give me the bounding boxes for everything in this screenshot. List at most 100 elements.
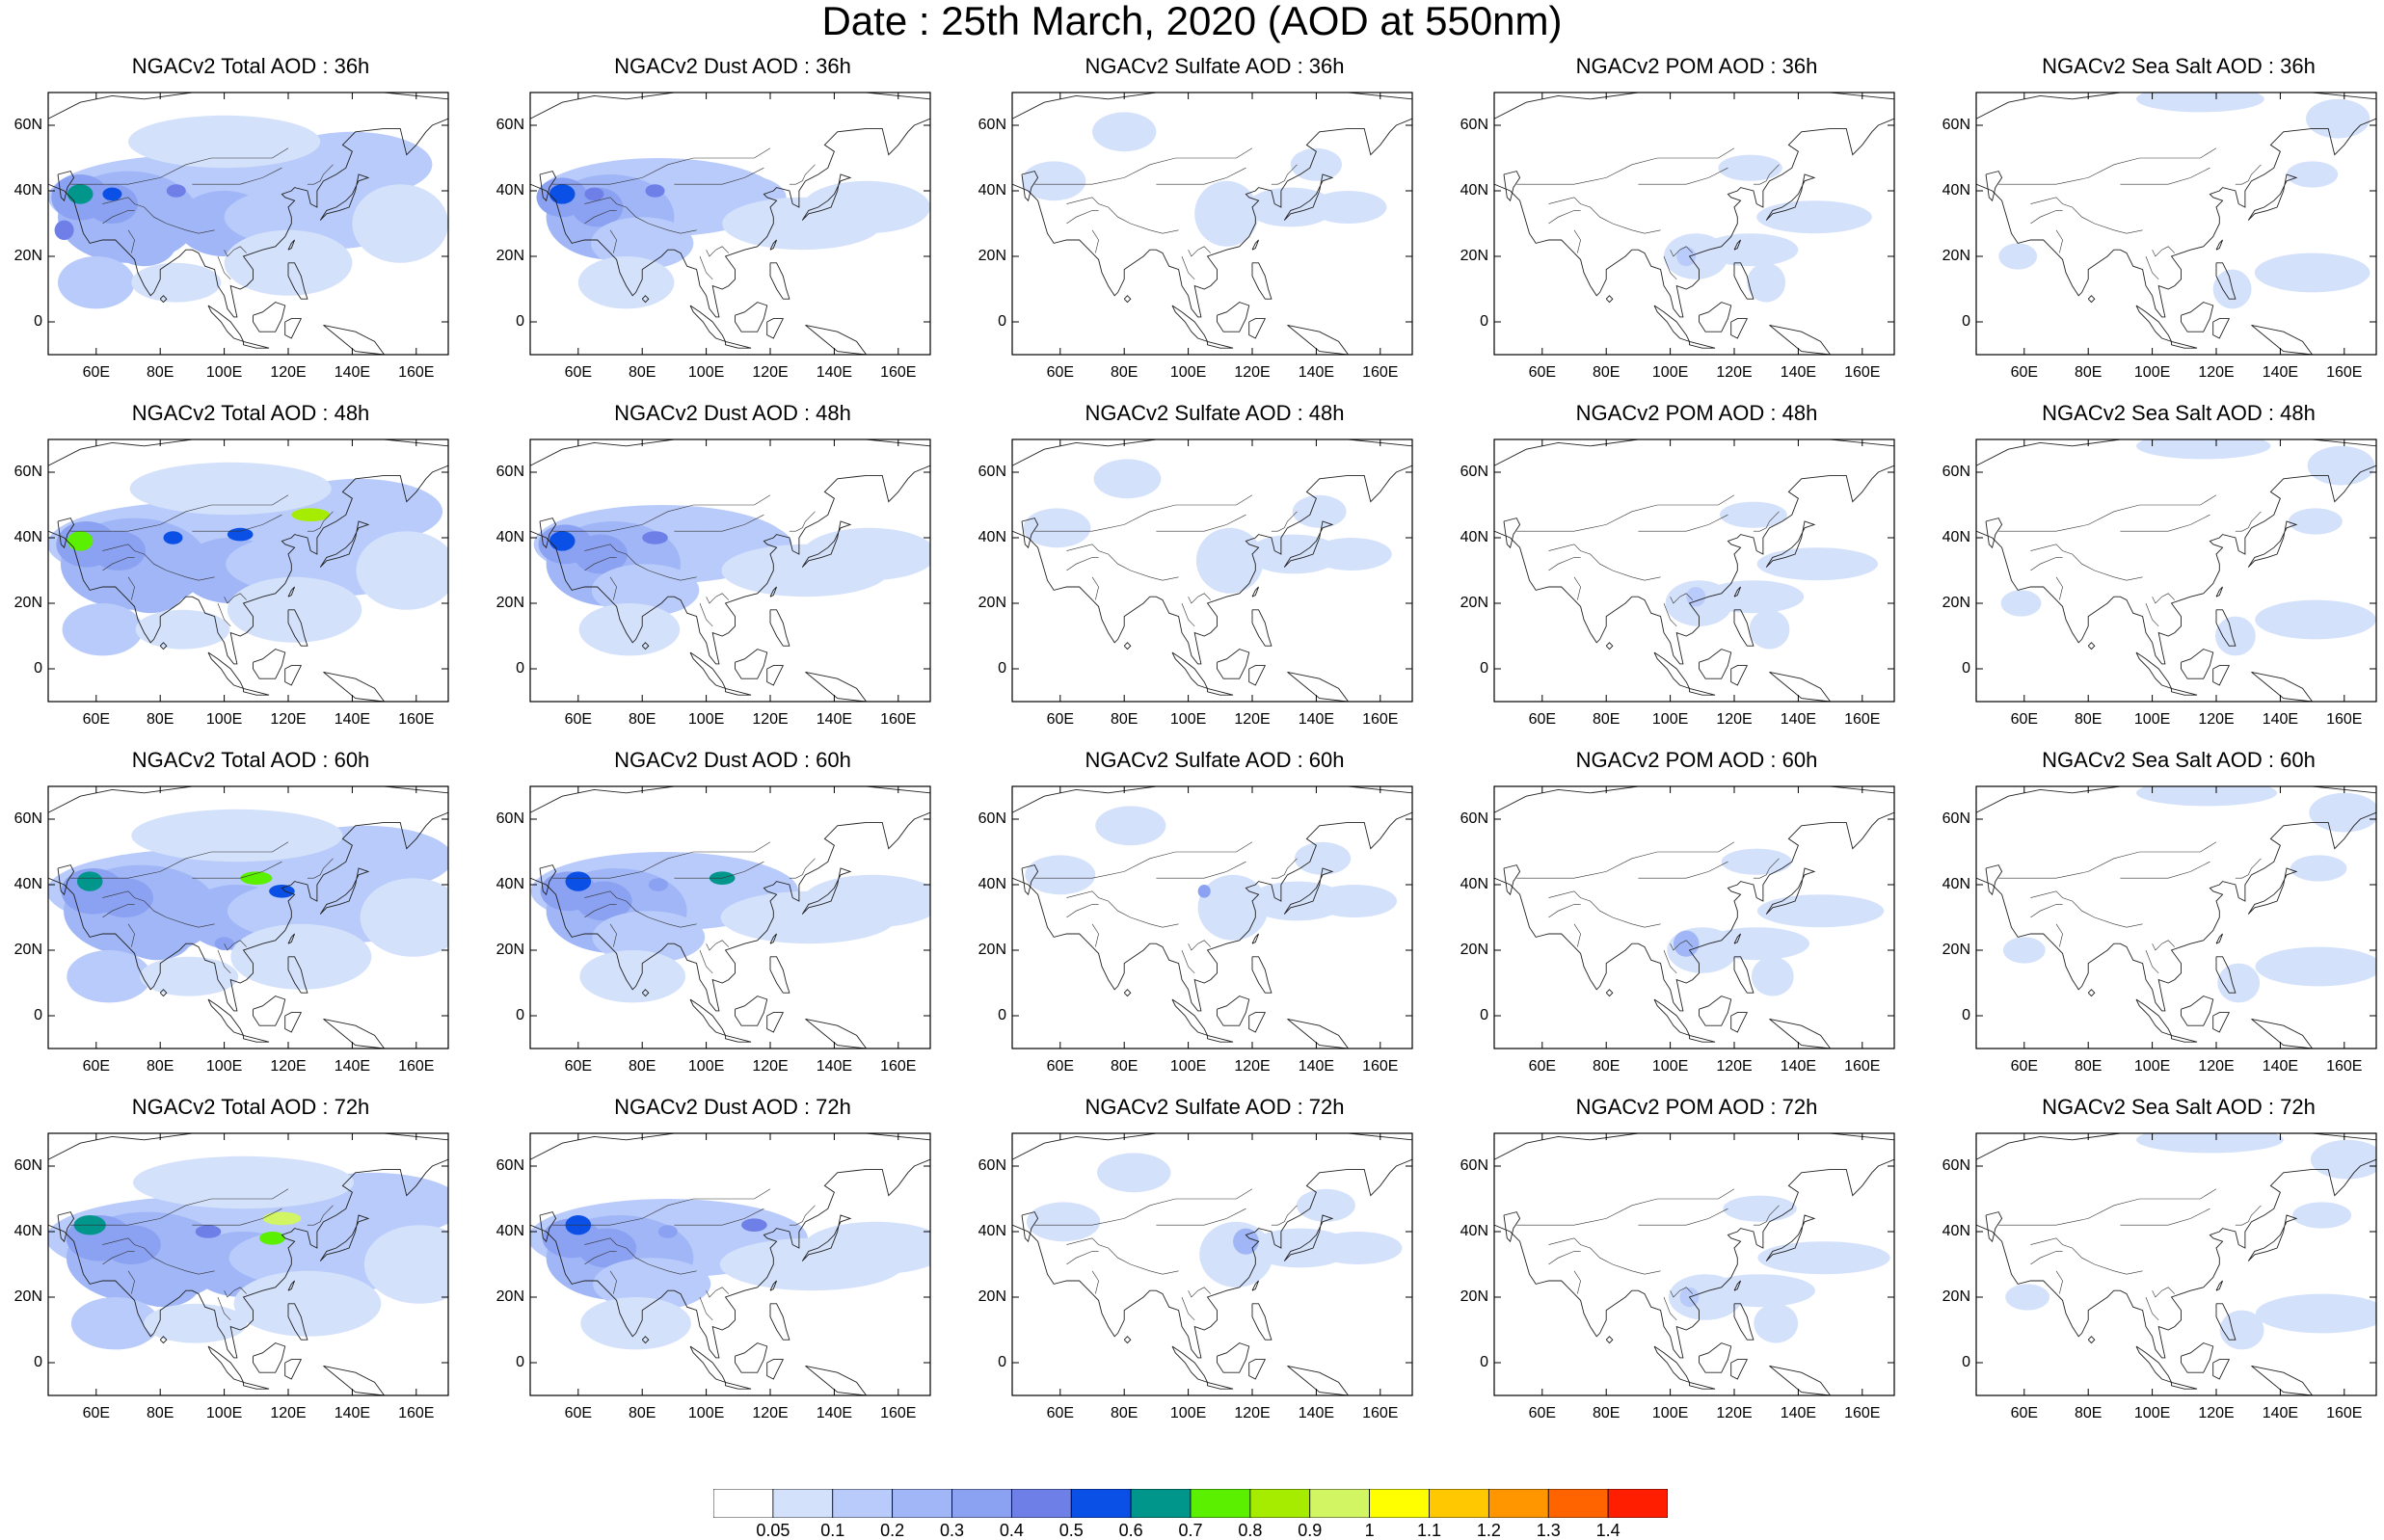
coastline xyxy=(1021,1211,1039,1243)
lon-tick-label: 160E xyxy=(1844,1058,1881,1075)
lon-tick-label: 140E xyxy=(816,1405,853,1421)
aod-field xyxy=(1296,1188,1355,1222)
panel-title: NGACv2 Sea Salt AOD : 60h xyxy=(2042,748,2316,772)
coastline xyxy=(2087,1336,2096,1344)
coastline xyxy=(287,956,308,994)
coastline xyxy=(2087,989,2096,997)
aod-field xyxy=(131,262,222,303)
country-border xyxy=(1188,246,1212,257)
country-border xyxy=(127,1270,135,1294)
lat-tick-label: 0 xyxy=(1480,1007,1488,1023)
lon-tick-label: 80E xyxy=(1592,364,1621,381)
country-border xyxy=(674,167,764,185)
coastline xyxy=(1287,671,1350,702)
map-panel-pom-48h: NGACv2 POM AOD : 48h 60N 40N 20N 0 60E 80E 100E… xyxy=(1460,401,1976,732)
aod-field xyxy=(2136,93,2264,113)
lon-tick-label: 60E xyxy=(82,1405,111,1421)
map-panel-total-60h: NGACv2 Total AOD : 60h 60N 40N 20N 0 60E 80E 10… xyxy=(14,748,530,1079)
country-border xyxy=(789,858,816,879)
coastline xyxy=(287,586,296,597)
map-frame xyxy=(1011,438,1413,703)
lon-tick-label: 100E xyxy=(205,1405,243,1421)
country-border xyxy=(1066,210,1099,225)
map-frame xyxy=(529,785,931,1049)
country-border xyxy=(1548,890,1661,928)
aod-map xyxy=(1011,92,1413,356)
coastline xyxy=(319,520,370,568)
country-border xyxy=(2152,593,2176,604)
aod-field xyxy=(2310,1139,2376,1180)
country-border xyxy=(2120,514,2210,532)
coastline xyxy=(530,786,930,813)
coastline xyxy=(287,609,308,647)
country-border xyxy=(1753,511,1780,532)
country-border xyxy=(1066,557,1099,571)
coastline xyxy=(2212,665,2231,686)
lat-tick-label: 40N xyxy=(1460,529,1488,545)
coastline xyxy=(1251,1303,1272,1341)
lon-tick-label: 120E xyxy=(752,364,789,381)
lon-tick-label: 80E xyxy=(628,1058,656,1075)
country-border xyxy=(1271,164,1298,185)
coastline xyxy=(2181,302,2214,332)
country-border xyxy=(2030,557,2063,571)
country-border xyxy=(2120,167,2210,185)
lat-tick-label: 0 xyxy=(998,660,1006,677)
map-panel-pom-60h: NGACv2 POM AOD : 60h 60N 40N 20N 0 60E 80E 100E… xyxy=(1460,748,1976,1079)
panel-title: NGACv2 POM AOD : 48h xyxy=(1575,401,1818,425)
coastline xyxy=(284,665,303,686)
map-frame xyxy=(529,438,931,703)
country-border xyxy=(1516,147,1735,185)
coastline xyxy=(2215,609,2237,647)
coastline xyxy=(1012,465,1412,665)
panel-title: NGACv2 Sea Salt AOD : 72h xyxy=(2042,1095,2316,1119)
lon-tick-label: 100E xyxy=(1651,1058,1689,1075)
coastline xyxy=(1012,811,1412,1012)
coastline xyxy=(253,302,286,332)
country-border xyxy=(1638,514,1728,532)
aod-field xyxy=(2289,508,2343,535)
coastline xyxy=(530,811,930,1012)
aod-field xyxy=(1197,874,1269,941)
lon-tick-label: 100E xyxy=(205,711,243,728)
aod-map xyxy=(1975,438,2377,703)
aod-map xyxy=(1011,1132,1413,1396)
lat-tick-label: 40N xyxy=(13,876,42,892)
country-border xyxy=(789,511,816,532)
aod-hotspot xyxy=(642,531,668,544)
coastline xyxy=(1251,239,1260,251)
aod-field xyxy=(1092,112,1157,152)
coastline xyxy=(1765,1214,1816,1261)
coastline xyxy=(1653,1345,1691,1384)
country-border xyxy=(706,940,730,951)
coastline xyxy=(1733,933,1742,944)
lat-tick-label: 60N xyxy=(978,464,1006,480)
colorbar-swatch xyxy=(772,1488,834,1519)
country-border xyxy=(102,904,135,918)
country-border xyxy=(102,557,135,571)
country-border xyxy=(699,255,713,280)
country-border xyxy=(1573,576,1581,600)
aod-field xyxy=(1194,180,1259,247)
aod-map xyxy=(529,438,931,703)
coastline xyxy=(159,989,168,997)
lon-tick-label: 160E xyxy=(2326,364,2363,381)
coastline xyxy=(323,1018,386,1049)
country-border xyxy=(1188,940,1212,951)
aod-field xyxy=(144,1303,248,1343)
coastline xyxy=(766,665,785,686)
aod-field xyxy=(1704,1274,1815,1308)
coastline xyxy=(1021,518,1039,549)
aod-map xyxy=(1493,438,1895,703)
coastline xyxy=(1689,1034,1716,1043)
country-border xyxy=(192,514,282,532)
coastline xyxy=(2251,1365,2314,1395)
map-panel-sulfate-72h: NGACv2 Sulfate AOD : 72h 60N 40N 20N 0 60E 80E… xyxy=(978,1095,1494,1426)
lat-tick-label: 0 xyxy=(1962,313,1970,330)
lat-tick-label: 0 xyxy=(34,1007,42,1023)
lat-tick-label: 0 xyxy=(998,313,1006,330)
coastline xyxy=(1765,867,1816,915)
lat-tick-label: 0 xyxy=(34,660,42,677)
lon-tick-label: 120E xyxy=(1234,364,1271,381)
country-border xyxy=(2145,1296,2159,1321)
